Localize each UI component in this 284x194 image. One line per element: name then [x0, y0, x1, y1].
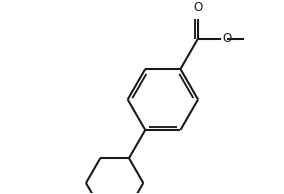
Text: O: O	[222, 32, 231, 45]
Text: O: O	[193, 1, 203, 14]
